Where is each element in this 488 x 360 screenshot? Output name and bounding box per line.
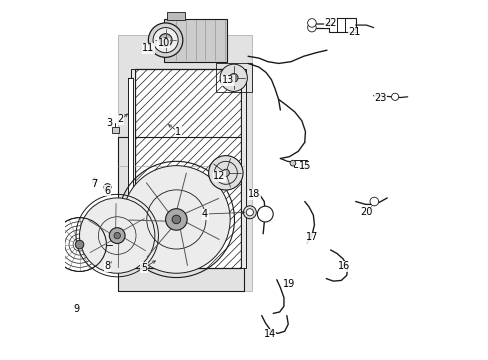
Text: 20: 20	[360, 207, 372, 217]
Circle shape	[148, 23, 183, 57]
Circle shape	[257, 206, 273, 222]
Text: 22: 22	[324, 18, 336, 28]
Text: 5: 5	[141, 263, 147, 273]
Bar	[293, 159, 306, 167]
Circle shape	[106, 186, 109, 189]
Circle shape	[165, 209, 187, 230]
Bar	[167, 12, 185, 20]
Circle shape	[220, 64, 247, 91]
Circle shape	[163, 38, 168, 42]
Text: 4: 4	[202, 209, 208, 219]
Text: 12: 12	[213, 171, 225, 181]
Text: 6: 6	[104, 186, 110, 196]
Text: 23: 23	[374, 93, 386, 103]
Bar	[128, 78, 133, 232]
Circle shape	[208, 156, 243, 190]
Text: 16: 16	[337, 261, 349, 271]
Circle shape	[75, 240, 83, 249]
Circle shape	[369, 197, 378, 206]
Circle shape	[122, 166, 230, 273]
Circle shape	[229, 73, 238, 82]
Bar	[163, 19, 226, 62]
Bar	[135, 69, 241, 268]
Text: 7: 7	[91, 179, 98, 189]
Text: 2: 2	[118, 114, 123, 124]
Bar	[112, 127, 119, 134]
Bar	[328, 18, 355, 32]
Circle shape	[222, 169, 229, 176]
Text: 13: 13	[222, 75, 234, 85]
Circle shape	[153, 28, 178, 53]
Text: 11: 11	[142, 44, 154, 53]
Text: 10: 10	[157, 38, 170, 48]
Bar	[127, 230, 133, 237]
Text: 3: 3	[106, 118, 112, 128]
Bar	[215, 63, 251, 92]
Circle shape	[159, 34, 172, 46]
Circle shape	[307, 19, 316, 27]
Circle shape	[391, 93, 398, 100]
Circle shape	[80, 198, 155, 273]
Circle shape	[114, 232, 120, 239]
Circle shape	[246, 209, 253, 216]
Bar	[241, 69, 245, 268]
Text: 8: 8	[104, 261, 110, 271]
Text: 15: 15	[298, 161, 310, 171]
Circle shape	[104, 184, 111, 191]
Circle shape	[172, 215, 180, 224]
Bar	[118, 137, 244, 291]
Text: 17: 17	[305, 232, 318, 242]
Circle shape	[289, 160, 295, 166]
Text: 1: 1	[175, 127, 181, 136]
Text: 21: 21	[347, 27, 360, 37]
Circle shape	[92, 178, 97, 183]
Circle shape	[243, 206, 256, 219]
Text: 14: 14	[263, 329, 275, 339]
Circle shape	[307, 23, 316, 32]
Polygon shape	[118, 35, 251, 291]
Text: 9: 9	[73, 304, 79, 314]
Bar	[131, 69, 135, 268]
Text: 18: 18	[248, 189, 260, 199]
Text: 19: 19	[282, 279, 294, 289]
Circle shape	[109, 228, 125, 243]
